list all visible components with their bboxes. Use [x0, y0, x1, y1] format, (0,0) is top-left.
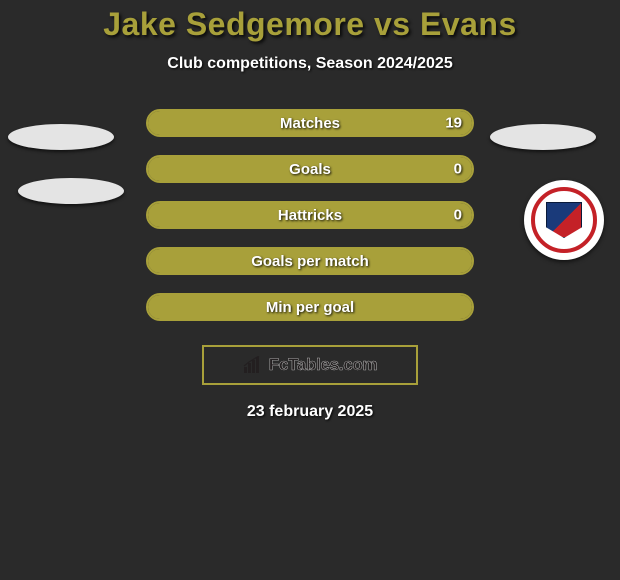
- stat-row-goals-per-match: Goals per match: [146, 247, 474, 275]
- comparison-card: Jake Sedgemore vs Evans Club competition…: [0, 0, 620, 421]
- stat-label: Goals: [289, 161, 331, 178]
- stat-label: Goals per match: [251, 253, 369, 270]
- stat-value-right: 0: [454, 207, 462, 224]
- date-line: 23 february 2025: [0, 403, 620, 421]
- page-title: Jake Sedgemore vs Evans: [0, 6, 620, 43]
- stat-row-goals: Goals 0: [146, 155, 474, 183]
- stat-row-matches: Matches 19: [146, 109, 474, 137]
- stat-value-right: 0: [454, 161, 462, 178]
- subtitle: Club competitions, Season 2024/2025: [0, 55, 620, 73]
- stat-value-right: 19: [445, 115, 462, 132]
- stat-label: Matches: [280, 115, 340, 132]
- stat-label: Hattricks: [278, 207, 342, 224]
- stat-row-min-per-goal: Min per goal: [146, 293, 474, 321]
- brand-box: FcTables.com: [202, 345, 418, 385]
- stat-label: Min per goal: [266, 299, 354, 316]
- brand-text: FcTables.com: [269, 355, 378, 375]
- stat-rows: Matches 19 Goals 0 Hattricks 0 Goals per…: [0, 109, 620, 321]
- brand-bars-icon: [243, 356, 265, 374]
- stat-row-hattricks: Hattricks 0: [146, 201, 474, 229]
